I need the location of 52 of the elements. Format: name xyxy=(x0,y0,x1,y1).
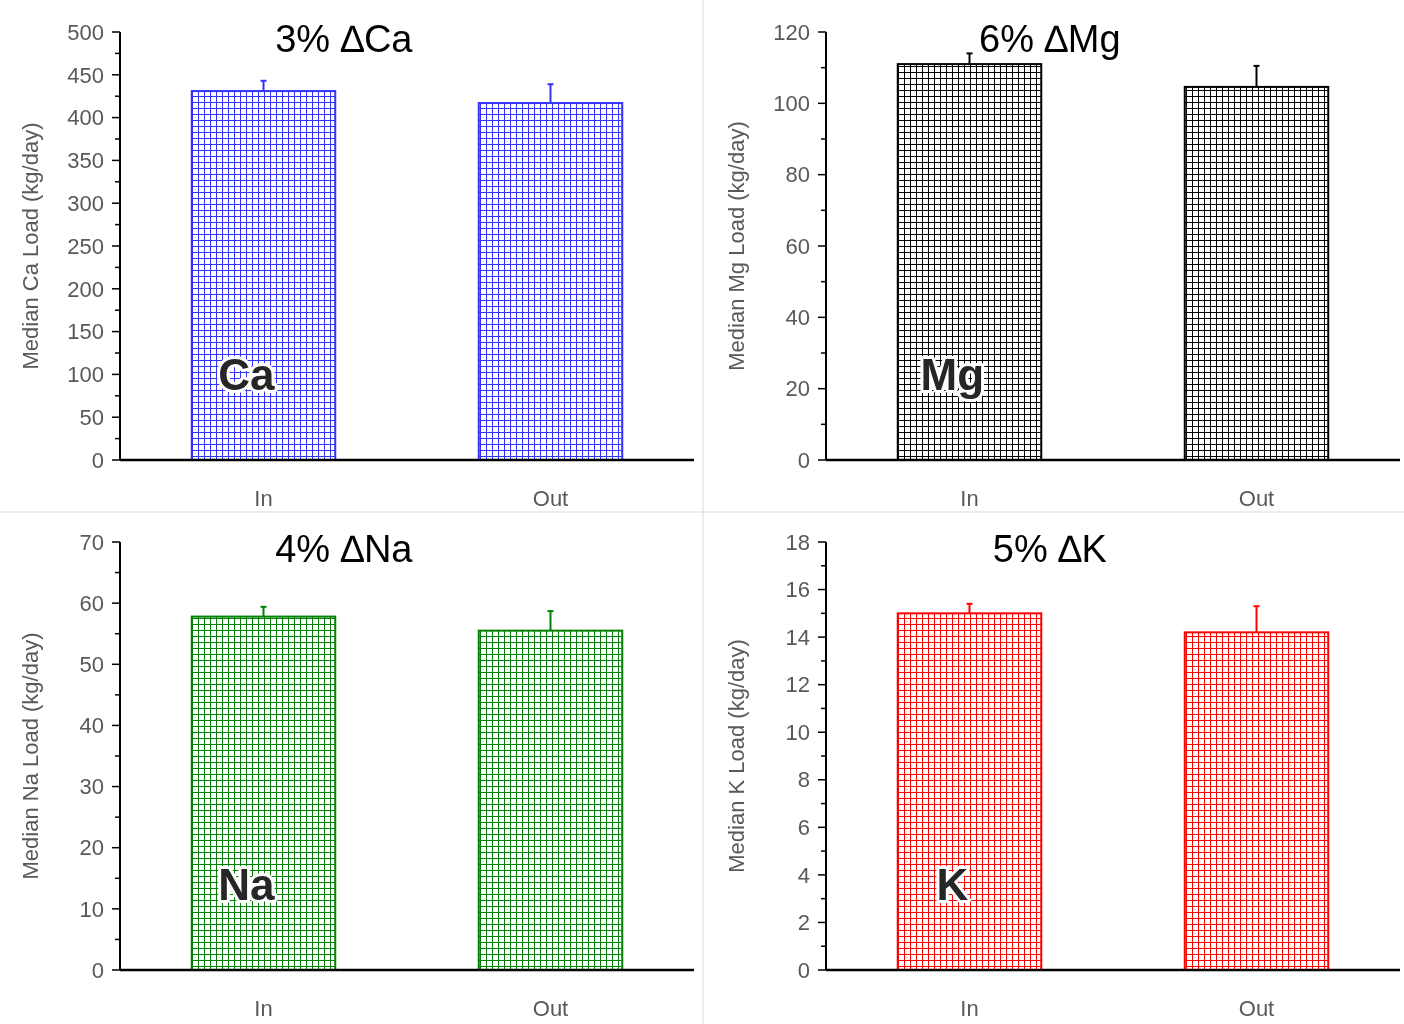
y-tick-label: 250 xyxy=(67,233,104,259)
y-tick-label: 20 xyxy=(79,835,104,861)
y-tick-label: 50 xyxy=(79,651,104,677)
y-tick-label: 0 xyxy=(797,447,810,473)
y-tick-label: 10 xyxy=(785,719,810,745)
y-tick-label: 60 xyxy=(79,590,104,616)
chart-title: 4% ∆Na xyxy=(275,528,414,570)
y-tick-label: 70 xyxy=(79,529,104,555)
y-axis-title: Median Ca Load (kg/day) xyxy=(18,122,43,370)
y-tick-label: 100 xyxy=(773,91,810,117)
y-axis-title: Median Na Load (kg/day) xyxy=(18,632,43,880)
y-tick-label: 16 xyxy=(785,577,810,603)
chart-title: 6% ∆Mg xyxy=(979,18,1121,60)
x-tick-label: In xyxy=(254,996,273,1021)
y-tick-label: 0 xyxy=(797,957,810,983)
y-tick-label: 120 xyxy=(773,19,810,45)
chart-title: 3% ∆Ca xyxy=(275,18,414,60)
x-tick-label: In xyxy=(254,486,273,511)
y-tick-label: 60 xyxy=(785,233,810,259)
y-tick-label: 20 xyxy=(785,376,810,402)
y-tick-label: 6 xyxy=(797,815,810,841)
y-tick-label: 0 xyxy=(91,447,104,473)
y-tick-label: 10 xyxy=(79,896,104,922)
y-tick-label: 200 xyxy=(67,276,104,302)
y-tick-label: 40 xyxy=(79,713,104,739)
y-tick-label: 40 xyxy=(785,305,810,331)
x-tick-label: In xyxy=(960,486,979,511)
y-tick-label: 80 xyxy=(785,162,810,188)
y-tick-label: 100 xyxy=(67,362,104,388)
y-tick-label: 4 xyxy=(797,862,810,888)
x-tick-label: Out xyxy=(532,486,569,511)
y-axis-title: Median K Load (kg/day) xyxy=(724,639,749,873)
y-tick-label: 450 xyxy=(67,62,104,88)
y-tick-label: 0 xyxy=(91,957,104,983)
y-tick-label: 500 xyxy=(67,19,104,45)
y-tick-label: 350 xyxy=(67,148,104,174)
x-tick-label: Out xyxy=(532,996,569,1021)
y-axis-title: Median Mg Load (kg/day) xyxy=(724,121,749,371)
x-tick-label: Out xyxy=(1238,996,1275,1021)
x-tick-label: Out xyxy=(1238,486,1275,511)
y-tick-label: 2 xyxy=(797,910,810,936)
y-tick-label: 12 xyxy=(785,672,810,698)
y-tick-label: 18 xyxy=(785,529,810,555)
y-tick-label: 400 xyxy=(67,105,104,131)
x-tick-label: In xyxy=(960,996,979,1021)
y-tick-label: 14 xyxy=(785,624,810,650)
chart-title: 5% ∆K xyxy=(992,528,1107,570)
y-tick-label: 150 xyxy=(67,319,104,345)
y-tick-label: 50 xyxy=(79,404,104,430)
y-tick-label: 8 xyxy=(797,767,810,793)
y-tick-label: 300 xyxy=(67,190,104,216)
y-tick-label: 30 xyxy=(79,774,104,800)
